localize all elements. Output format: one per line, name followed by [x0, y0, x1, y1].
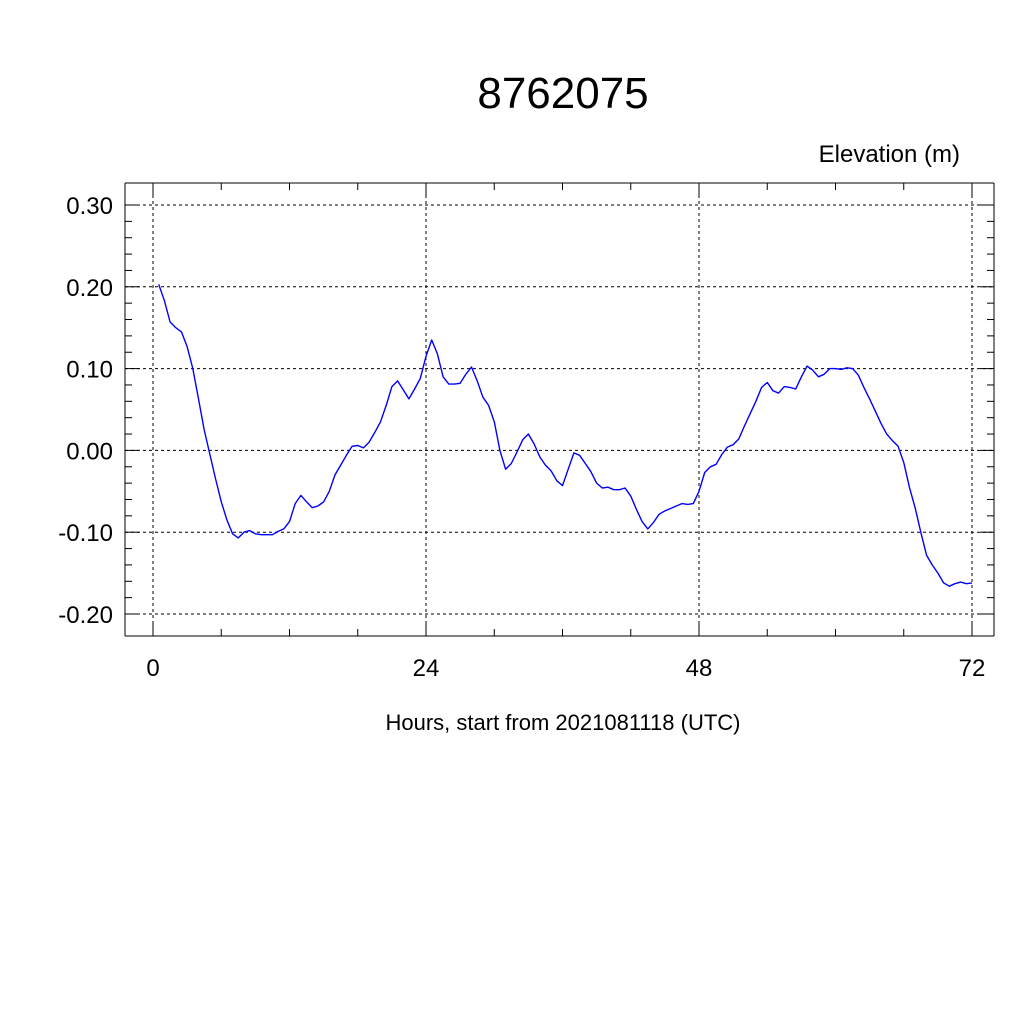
series-line: [158, 284, 973, 587]
y-tick-label: -0.10: [58, 520, 113, 547]
y-tick-label: 0.00: [66, 438, 113, 465]
y-tick-label: 0.20: [66, 275, 113, 302]
x-tick-label: 48: [686, 655, 713, 682]
y-tick-label: -0.20: [58, 602, 113, 629]
x-tick-label: 72: [959, 655, 986, 682]
series: [158, 284, 973, 587]
tick-marks: [125, 183, 994, 636]
y-axis-label: Elevation (m): [819, 141, 960, 168]
x-axis-label: Hours, start from 2021081118 (UTC): [386, 710, 741, 735]
y-tick-label: 0.30: [66, 193, 113, 220]
chart-title: 8762075: [477, 69, 648, 118]
tick-labels: -0.20 -0.10 0.00 0.10 0.20 0.30 0 24 48 72: [58, 193, 985, 682]
axes: [124, 182, 995, 637]
x-tick-label: 0: [146, 655, 159, 682]
grid-lines: [125, 183, 994, 636]
x-tick-label: 24: [413, 655, 440, 682]
y-tick-label: 0.10: [66, 357, 113, 384]
